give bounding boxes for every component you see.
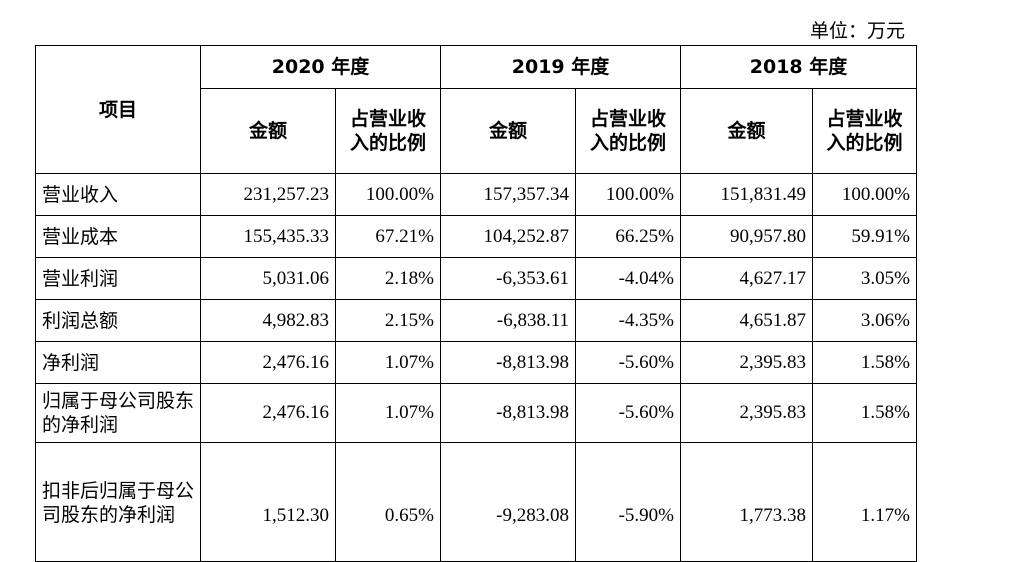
cell-value: -9,283.08 [440,442,576,562]
cell-value: -4.04% [575,257,681,300]
row-label: 利润总额 [35,299,201,342]
header-ratio: 占营业收入的比例 [335,88,441,174]
cell-value: 2,476.16 [200,341,336,384]
cell-value: -5.90% [575,442,681,562]
table-row: 营业成本 155,435.33 67.21% 104,252.87 66.25%… [35,215,917,258]
table-row: 归属于母公司股东的净利润 2,476.16 1.07% -8,813.98 -5… [35,383,917,443]
financial-table: 项目 2020 年度 2019 年度 2018 年度 金额 占营业收入的比例 金… [35,45,917,562]
row-label: 营业利润 [35,257,201,300]
cell-value: 1,773.38 [680,442,813,562]
cell-value: 2,395.83 [680,341,813,384]
cell-value: -5.60% [575,383,681,443]
cell-value: 3.06% [812,299,917,342]
table-row: 利润总额 4,982.83 2.15% -6,838.11 -4.35% 4,6… [35,299,917,342]
cell-value: 67.21% [335,215,441,258]
cell-value: -5.60% [575,341,681,384]
header-item: 项目 [35,45,201,174]
cell-value: 1.07% [335,383,441,443]
row-label: 营业收入 [35,173,201,216]
header-year-2018: 2018 年度 [680,45,917,89]
row-label: 净利润 [35,341,201,384]
cell-value: 100.00% [575,173,681,216]
unit-label: 单位：万元 [809,20,905,42]
cell-value: 157,357.34 [440,173,576,216]
cell-value: -6,353.61 [440,257,576,300]
row-label: 扣非后归属于母公司股东的净利润 [35,442,201,562]
cell-value: 2.15% [335,299,441,342]
header-year-2020: 2020 年度 [200,45,441,89]
cell-value: 2,395.83 [680,383,813,443]
cell-value: 104,252.87 [440,215,576,258]
cell-value: 5,031.06 [200,257,336,300]
cell-value: 4,627.17 [680,257,813,300]
table-row: 营业收入 231,257.23 100.00% 157,357.34 100.0… [35,173,917,216]
cell-value: -4.35% [575,299,681,342]
header-amount: 金额 [680,88,813,174]
cell-value: 1.17% [812,442,917,562]
cell-value: 155,435.33 [200,215,336,258]
table-row: 营业利润 5,031.06 2.18% -6,353.61 -4.04% 4,6… [35,257,917,300]
cell-value: 66.25% [575,215,681,258]
header-amount: 金额 [440,88,576,174]
cell-value: 4,982.83 [200,299,336,342]
cell-value: 2.18% [335,257,441,300]
table-row: 净利润 2,476.16 1.07% -8,813.98 -5.60% 2,39… [35,341,917,384]
cell-value: -6,838.11 [440,299,576,342]
cell-value: 59.91% [812,215,917,258]
cell-value: 4,651.87 [680,299,813,342]
header-ratio: 占营业收入的比例 [575,88,681,174]
header-year-2019: 2019 年度 [440,45,681,89]
cell-value: 231,257.23 [200,173,336,216]
cell-value: 2,476.16 [200,383,336,443]
cell-value: 1,512.30 [200,442,336,562]
cell-value: -8,813.98 [440,341,576,384]
cell-value: 151,831.49 [680,173,813,216]
cell-value: 90,957.80 [680,215,813,258]
cell-value: 0.65% [335,442,441,562]
row-label: 归属于母公司股东的净利润 [35,383,201,443]
cell-value: 1.58% [812,383,917,443]
cell-value: 100.00% [812,173,917,216]
cell-value: 100.00% [335,173,441,216]
cell-value: 1.58% [812,341,917,384]
header-amount: 金额 [200,88,336,174]
row-label: 营业成本 [35,215,201,258]
table-row: 扣非后归属于母公司股东的净利润 1,512.30 0.65% -9,283.08… [35,442,917,562]
header-ratio: 占营业收入的比例 [812,88,917,174]
cell-value: 3.05% [812,257,917,300]
cell-value: 1.07% [335,341,441,384]
cell-value: -8,813.98 [440,383,576,443]
